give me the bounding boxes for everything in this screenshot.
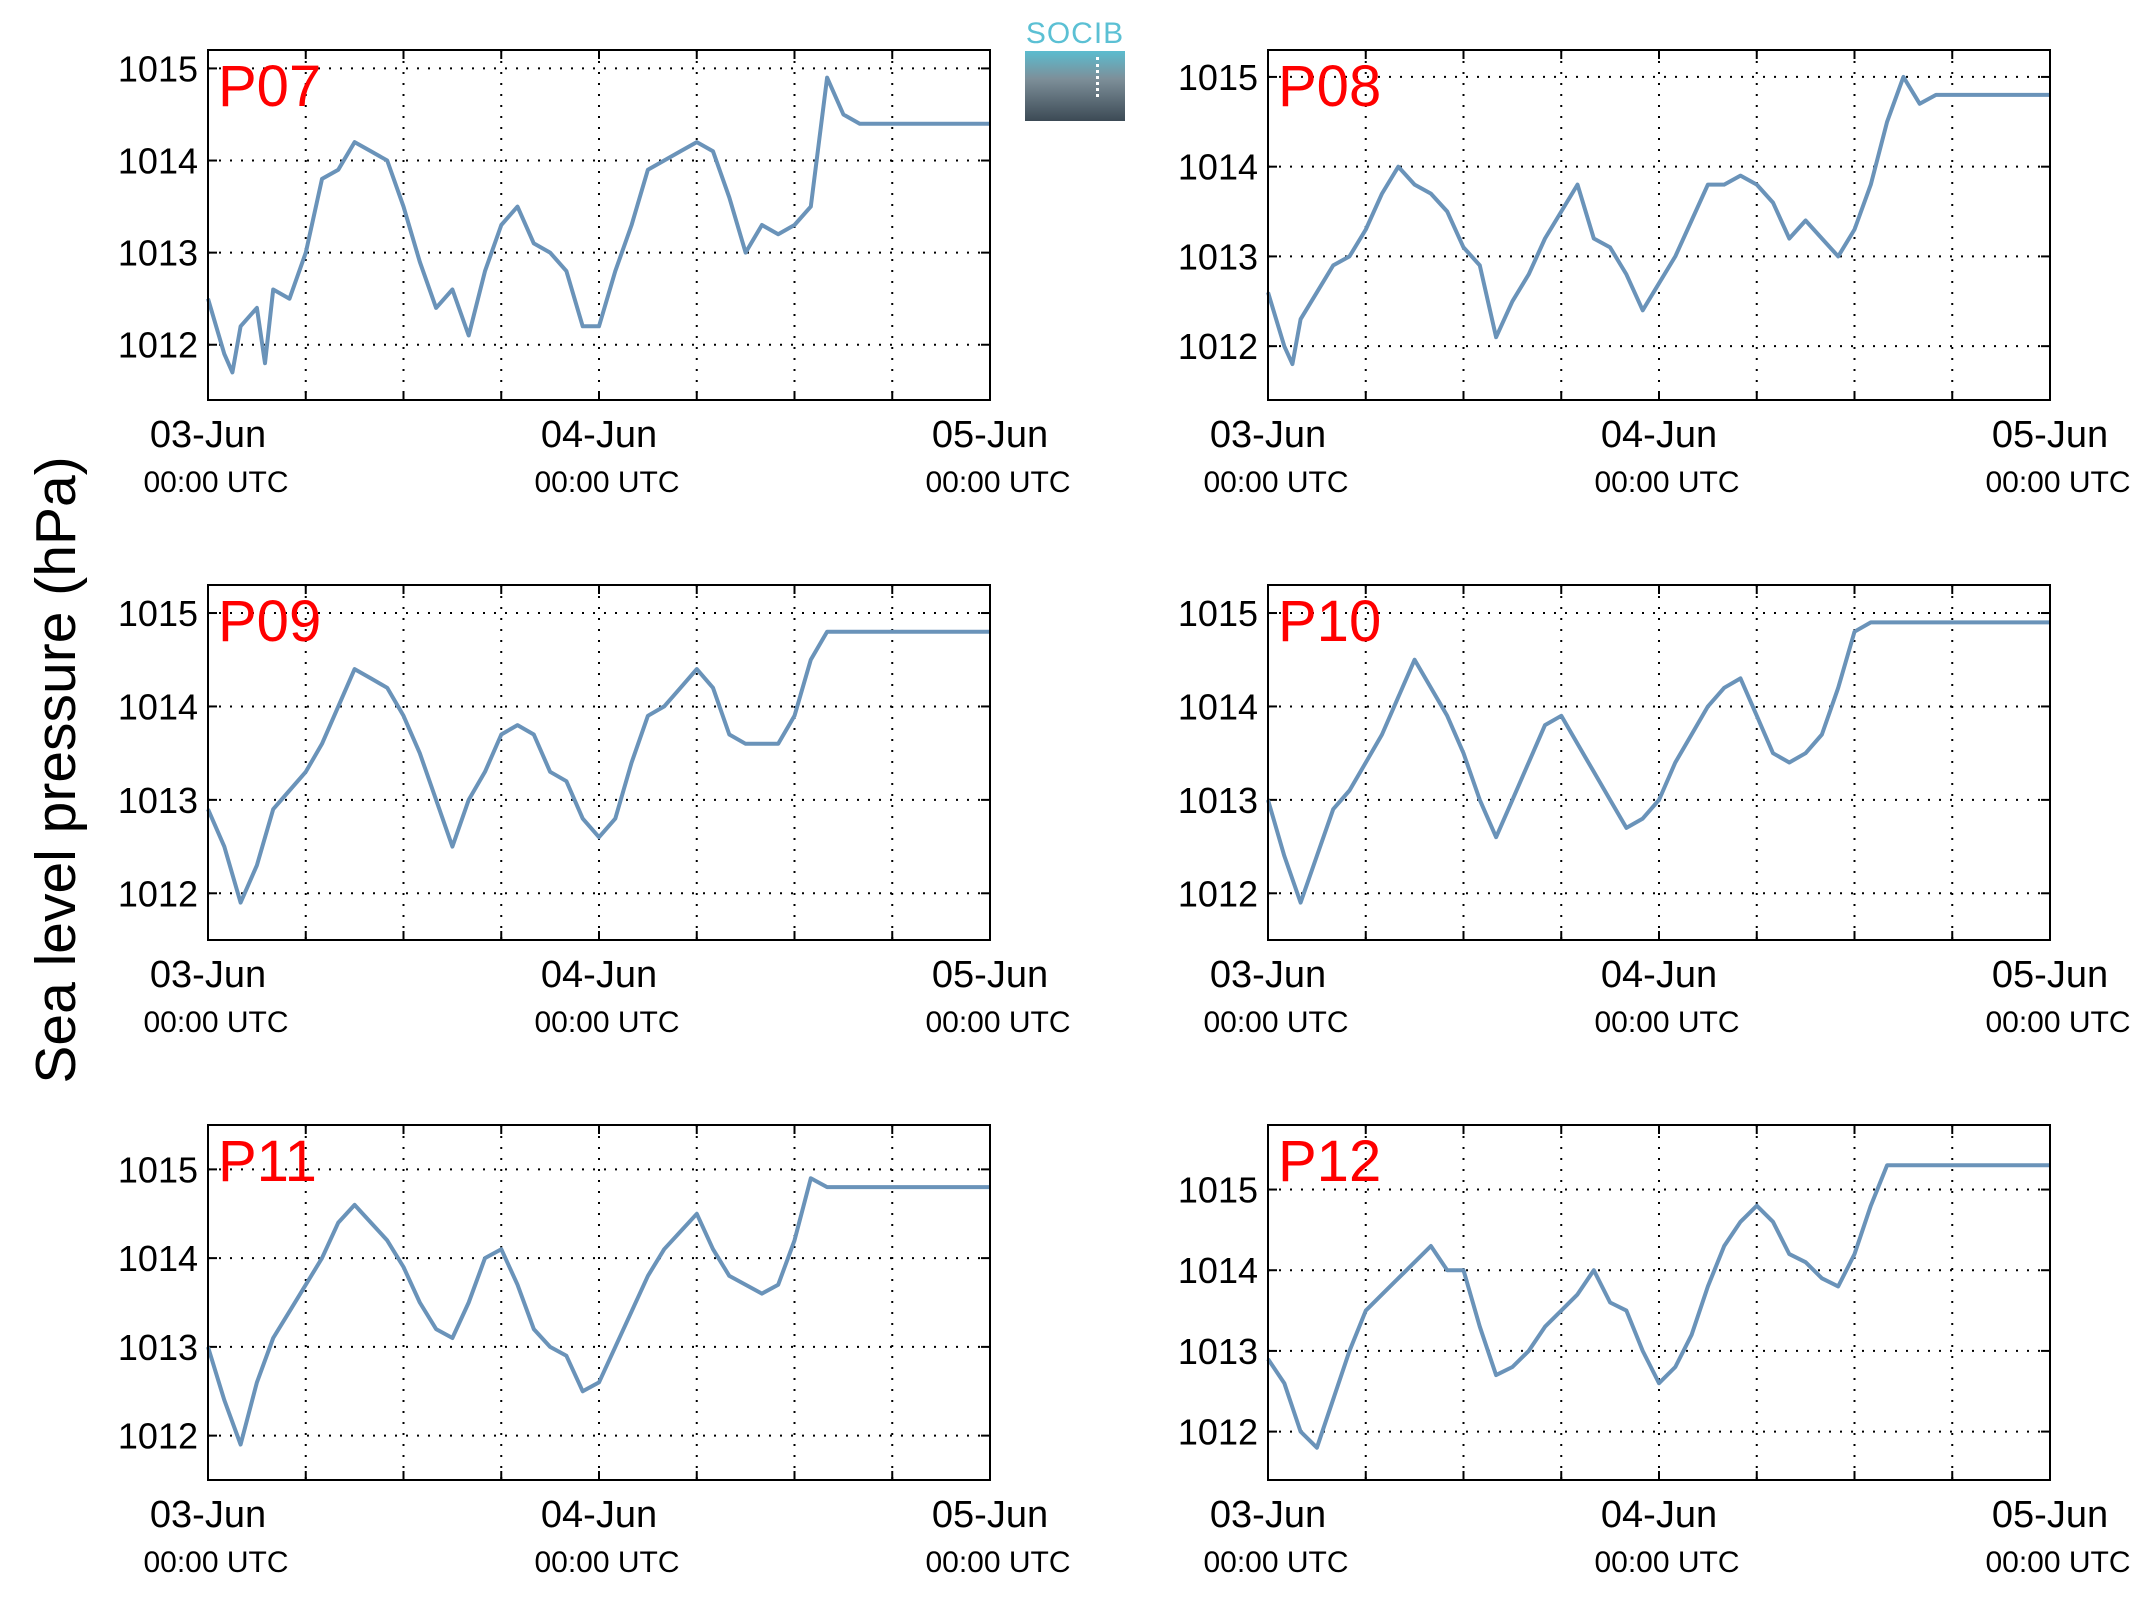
x-tick-date-label: 04-Jun: [1601, 414, 1717, 456]
x-tick-time-label: 00:00 UTC: [534, 466, 679, 499]
x-tick-time-label: 00:00 UTC: [1203, 466, 1348, 499]
x-tick-date-label: 05-Jun: [1992, 414, 2108, 456]
y-tick-label: 1013: [1178, 1331, 1258, 1372]
x-tick-date-label: 05-Jun: [1992, 954, 2108, 996]
x-tick-time-label: 00:00 UTC: [925, 1006, 1070, 1039]
y-tick-label: 1014: [118, 1238, 198, 1279]
x-tick-time-label: 00:00 UTC: [534, 1006, 679, 1039]
y-tick-label: 1014: [1178, 147, 1258, 188]
x-tick-date-label: 04-Jun: [1601, 954, 1717, 996]
axes-frame: [207, 1124, 991, 1481]
y-axis-label: Sea level pressure (hPa): [24, 456, 88, 1084]
station-label: P12: [1278, 1129, 1381, 1194]
axes-frame: [1267, 584, 2051, 941]
y-tick-label: 1012: [118, 325, 198, 366]
logo-box: [1025, 51, 1125, 121]
y-tick-label: 1015: [1178, 57, 1258, 98]
panel-p07: 1012 1013 1014 1015 03-Jun 00:00 UTC 04-Jun 00:…: [118, 48, 1071, 499]
series-line-p07: [206, 75, 990, 375]
x-tick-date-label: 05-Jun: [932, 414, 1048, 456]
x-tick-time-label: 00:00 UTC: [143, 1546, 288, 1579]
y-tick-label: 1013: [118, 780, 198, 821]
y-tick-label: 1013: [118, 233, 198, 274]
x-tick-date-label: 03-Jun: [1210, 1494, 1326, 1536]
x-tick-date-label: 05-Jun: [932, 954, 1048, 996]
series-line-p08: [1266, 74, 2050, 367]
y-tick-label: 1015: [1178, 593, 1258, 634]
x-tick-time-label: 00:00 UTC: [1203, 1006, 1348, 1039]
x-tick-time-label: 00:00 UTC: [1594, 1006, 1739, 1039]
y-tick-label: 1015: [1178, 1170, 1258, 1211]
x-tick-time-label: 00:00 UTC: [1985, 466, 2130, 499]
x-tick-time-label: 00:00 UTC: [1203, 1546, 1348, 1579]
x-tick-date-label: 03-Jun: [150, 414, 266, 456]
x-tick-date-label: 03-Jun: [1210, 414, 1326, 456]
socib-logo: SOCIB: [1025, 17, 1125, 121]
x-tick-date-label: 04-Jun: [541, 414, 657, 456]
y-tick-label: 1015: [118, 593, 198, 634]
y-tick-label: 1014: [1178, 686, 1258, 727]
y-tick-label: 1012: [118, 873, 198, 914]
y-tick-label: 1015: [118, 1149, 198, 1190]
x-tick-time-label: 00:00 UTC: [534, 1546, 679, 1579]
station-label: P07: [218, 54, 321, 119]
x-tick-time-label: 00:00 UTC: [1594, 466, 1739, 499]
station-label: P08: [1278, 54, 1381, 119]
panel-p08: 1012 1013 1014 1015 03-Jun 00:00 UTC 04-Jun 00:…: [1178, 49, 2131, 499]
x-tick-time-label: 00:00 UTC: [143, 466, 288, 499]
axes-frame: [207, 49, 991, 401]
series-line-p10: [1266, 620, 2050, 905]
y-tick-label: 1014: [118, 686, 198, 727]
x-tick-date-label: 04-Jun: [541, 954, 657, 996]
x-tick-time-label: 00:00 UTC: [1985, 1546, 2130, 1579]
panel-p10: 1012 1013 1014 1015 03-Jun 00:00 UTC 04-Jun 00:…: [1178, 584, 2131, 1039]
panel-p09: 1012 1013 1014 1015 03-Jun 00:00 UTC 04-Jun 00:…: [118, 584, 1071, 1039]
series-line-p11: [206, 1176, 990, 1447]
y-tick-label: 1015: [118, 48, 198, 89]
series-line-p12: [1266, 1163, 2050, 1450]
x-tick-time-label: 00:00 UTC: [143, 1006, 288, 1039]
x-tick-date-label: 04-Jun: [541, 1494, 657, 1536]
logo-dots: [1096, 57, 1099, 97]
series-line-p09: [206, 629, 990, 905]
y-tick-label: 1013: [1178, 236, 1258, 277]
station-label: P11: [218, 1129, 317, 1194]
x-tick-time-label: 00:00 UTC: [1594, 1546, 1739, 1579]
x-tick-time-label: 00:00 UTC: [925, 1546, 1070, 1579]
station-label: P10: [1278, 589, 1381, 654]
x-tick-date-label: 03-Jun: [150, 954, 266, 996]
x-tick-date-label: 04-Jun: [1601, 1494, 1717, 1536]
panel-p12: 1012 1013 1014 1015 03-Jun 00:00 UTC 04-Jun 00:…: [1178, 1124, 2131, 1579]
y-tick-label: 1012: [1178, 326, 1258, 367]
logo-text: SOCIB: [1025, 17, 1125, 50]
x-tick-date-label: 05-Jun: [932, 1494, 1048, 1536]
y-tick-label: 1013: [118, 1327, 198, 1368]
y-tick-label: 1012: [118, 1416, 198, 1457]
y-tick-label: 1012: [1178, 873, 1258, 914]
y-tick-label: 1012: [1178, 1412, 1258, 1453]
panel-p11: 1012 1013 1014 1015 03-Jun 00:00 UTC 04-Jun 00:…: [118, 1124, 1071, 1579]
x-tick-date-label: 03-Jun: [1210, 954, 1326, 996]
y-tick-label: 1014: [118, 141, 198, 182]
station-label: P09: [218, 589, 321, 654]
axes-frame: [207, 584, 991, 941]
x-tick-date-label: 05-Jun: [1992, 1494, 2108, 1536]
axes-frame: [1267, 49, 2051, 401]
axes-frame: [1267, 1124, 2051, 1481]
y-tick-label: 1014: [1178, 1250, 1258, 1291]
x-tick-time-label: 00:00 UTC: [1985, 1006, 2130, 1039]
y-tick-label: 1013: [1178, 780, 1258, 821]
x-tick-date-label: 03-Jun: [150, 1494, 266, 1536]
x-tick-time-label: 00:00 UTC: [925, 466, 1070, 499]
